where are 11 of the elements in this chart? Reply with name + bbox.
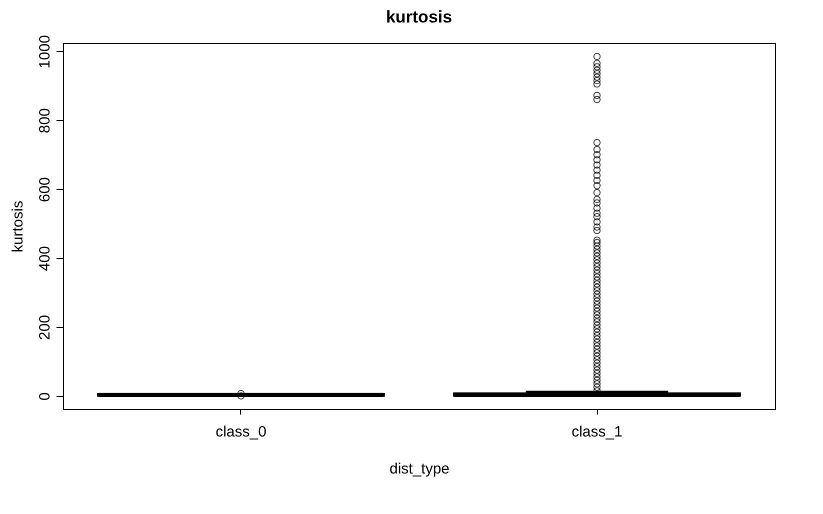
y-tick-label: 1000 [36,35,54,68]
y-tick-label: 800 [36,108,54,134]
x-tick-label: class_0 [216,424,266,440]
chart-title: kurtosis [386,8,452,27]
y-tick-label: 200 [36,314,54,340]
x-tick-label: class_1 [572,424,622,440]
y-tick-label: 0 [36,392,54,401]
x-axis-title: dist_type [389,460,450,478]
y-tick-label: 600 [36,177,54,202]
y-axis-title: kurtosis [10,200,26,252]
y-tick-label: 400 [36,246,54,272]
